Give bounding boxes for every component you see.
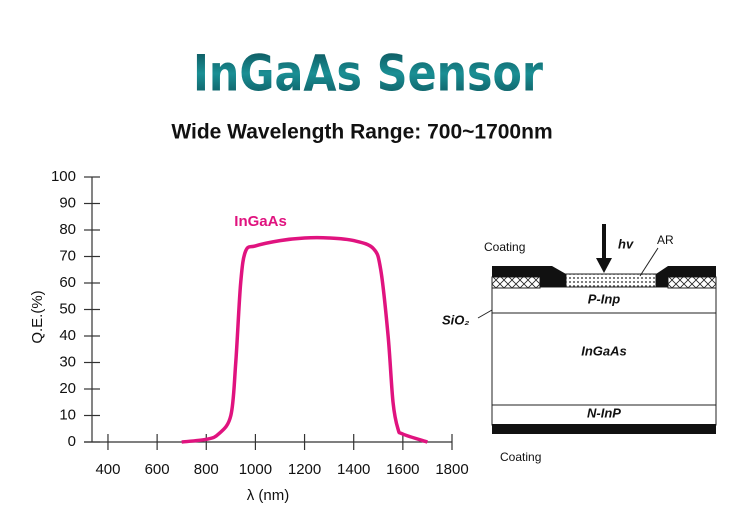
x-tick-label: 1800 [435,461,468,478]
leader-line [477,309,493,319]
y-tick-label: 0 [68,433,76,450]
y-tick-label: 10 [59,406,76,423]
x-tick-label: 400 [95,461,120,478]
ar-label: AR [657,233,674,247]
x-tick-label: 1400 [337,461,370,478]
y-tick-label: 50 [59,300,76,317]
x-tick-label: 1200 [288,461,321,478]
light-label: hv [618,236,634,251]
bottom-coating [492,424,716,434]
y-tick-label: 90 [59,194,76,211]
y-tick-label: 80 [59,221,76,238]
x-tick-label: 1600 [386,461,419,478]
y-axis-label: Q.E.(%) [29,290,46,343]
p-layer-label: P-Inp [588,291,621,306]
oxide-layer [491,276,541,289]
y-tick-label: 70 [59,247,76,264]
top-coating [492,266,566,287]
top-coating [656,266,716,287]
coating-label: Coating [484,240,525,254]
y-tick-label: 100 [51,168,76,185]
y-tick-label: 30 [59,353,76,370]
substrate [491,286,717,426]
data-line [181,235,428,444]
oxide-label: SiO₂ [442,312,469,327]
y-tick-label: 60 [59,274,76,291]
subtitle: Wide Wavelength Range: 700~1700nm [171,121,552,144]
coating-label: Coating [500,450,541,464]
title: InGaAs Sensor [193,45,543,103]
y-tick-label: 40 [59,327,76,344]
oxide-layer [667,276,717,289]
x-tick-label: 600 [145,461,170,478]
series-label: InGaAs [234,213,287,230]
y-tick-label: 20 [59,380,76,397]
n-layer-label: N-InP [587,405,621,420]
light-arrow-head [596,258,612,273]
plot: 0 10 20 30 40 50 60 70 80 90 100 400 600 800 1000 1200 1… [51,168,469,478]
sensor-diagram: Coating hv AR SiO₂ P-Inp InGaAs N-InP Co… [442,224,717,464]
leader-line [639,247,659,277]
ar-layer [565,273,657,288]
x-tick-label: 1000 [239,461,272,478]
absorber-label: InGaAs [581,343,627,358]
x-axis-label: λ (nm) [247,487,290,504]
x-tick-label: 800 [194,461,219,478]
